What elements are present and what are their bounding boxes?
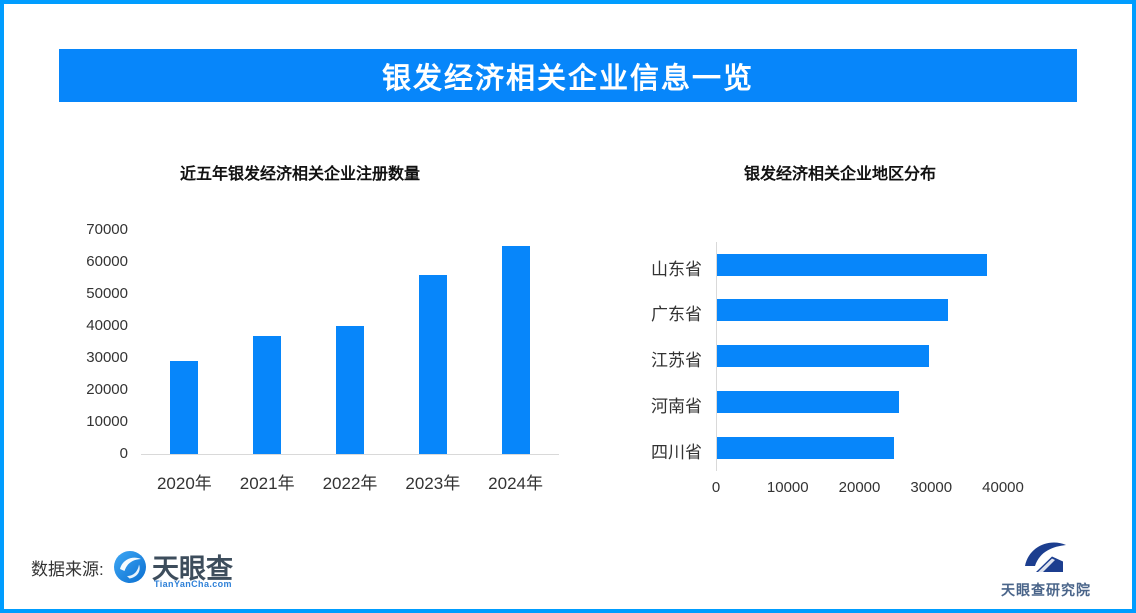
region-category-label: 江苏省 bbox=[651, 351, 702, 371]
page-title: 银发经济相关企业信息一览 bbox=[381, 62, 754, 95]
tianyancha-logo-icon bbox=[114, 551, 146, 583]
registrations-x-category-label: 2021年 bbox=[239, 474, 295, 493]
registrations-x-category-label: 2024年 bbox=[488, 474, 543, 493]
registrations-x-category-label: 2023年 bbox=[405, 474, 461, 493]
registrations-chart-x-axis-line bbox=[141, 454, 559, 455]
registrations-bar-2020年 bbox=[170, 361, 199, 454]
registrations-y-tick-label: 20000 bbox=[86, 381, 128, 398]
region-bar-河南省 bbox=[717, 391, 899, 414]
registrations-bar-2022年 bbox=[336, 326, 364, 454]
region-x-tick-label: 30000 bbox=[910, 479, 953, 496]
region-category-label: 广东省 bbox=[651, 305, 702, 325]
registrations-chart-title: 近五年银发经济相关企业注册数量 bbox=[179, 166, 420, 183]
region-chart-y-axis-line bbox=[716, 242, 717, 471]
research-institute-logo-icon bbox=[1022, 537, 1068, 577]
region-bar-江苏省 bbox=[717, 345, 929, 368]
region-bar-四川省 bbox=[717, 437, 894, 460]
registrations-bar-2023年 bbox=[418, 275, 447, 454]
registrations-x-category-label: 2020年 bbox=[156, 474, 212, 493]
region-category-label: 河南省 bbox=[651, 397, 702, 417]
registrations-bar-2021年 bbox=[253, 336, 282, 454]
registrations-y-tick-label: 50000 bbox=[86, 285, 128, 302]
region-x-tick-label: 20000 bbox=[838, 479, 881, 496]
region-x-tick-label: 10000 bbox=[766, 479, 809, 496]
region-category-label: 四川省 bbox=[651, 443, 702, 463]
research-institute-logo-text: 天眼查研究院 bbox=[1001, 582, 1091, 598]
registrations-y-tick-label: 40000 bbox=[86, 317, 128, 334]
registrations-y-tick-label: 10000 bbox=[86, 413, 128, 430]
registrations-y-tick-label: 0 bbox=[119, 445, 128, 462]
region-chart-title: 银发经济相关企业地区分布 bbox=[743, 166, 936, 183]
region-bar-广东省 bbox=[717, 299, 948, 322]
registrations-y-tick-label: 70000 bbox=[86, 221, 128, 238]
tianyancha-logo-subtext: TianYanCha.com bbox=[154, 579, 232, 589]
region-x-tick-label: 40000 bbox=[982, 479, 1024, 496]
header-banner: 银发经济相关企业信息一览 bbox=[59, 49, 1077, 102]
registrations-y-tick-label: 30000 bbox=[86, 349, 128, 366]
registrations-x-category-label: 2022年 bbox=[322, 474, 378, 493]
registrations-y-tick-label: 60000 bbox=[86, 253, 128, 270]
region-x-tick-label: 0 bbox=[711, 479, 721, 496]
tianyancha-logo-text: 天眼查 bbox=[152, 554, 233, 584]
region-category-label: 山东省 bbox=[651, 259, 702, 279]
registrations-bar-2024年 bbox=[501, 246, 530, 454]
data-source-label: 数据来源: bbox=[31, 560, 104, 579]
region-bar-山东省 bbox=[717, 253, 987, 276]
